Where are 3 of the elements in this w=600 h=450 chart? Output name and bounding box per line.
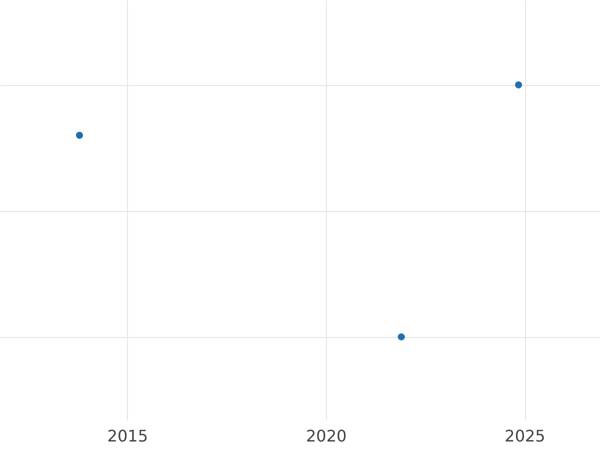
x-tick-label: 2025 (504, 426, 546, 446)
x-tick-label: 2020 (306, 426, 347, 446)
x-tick-label: 2015 (107, 426, 148, 446)
